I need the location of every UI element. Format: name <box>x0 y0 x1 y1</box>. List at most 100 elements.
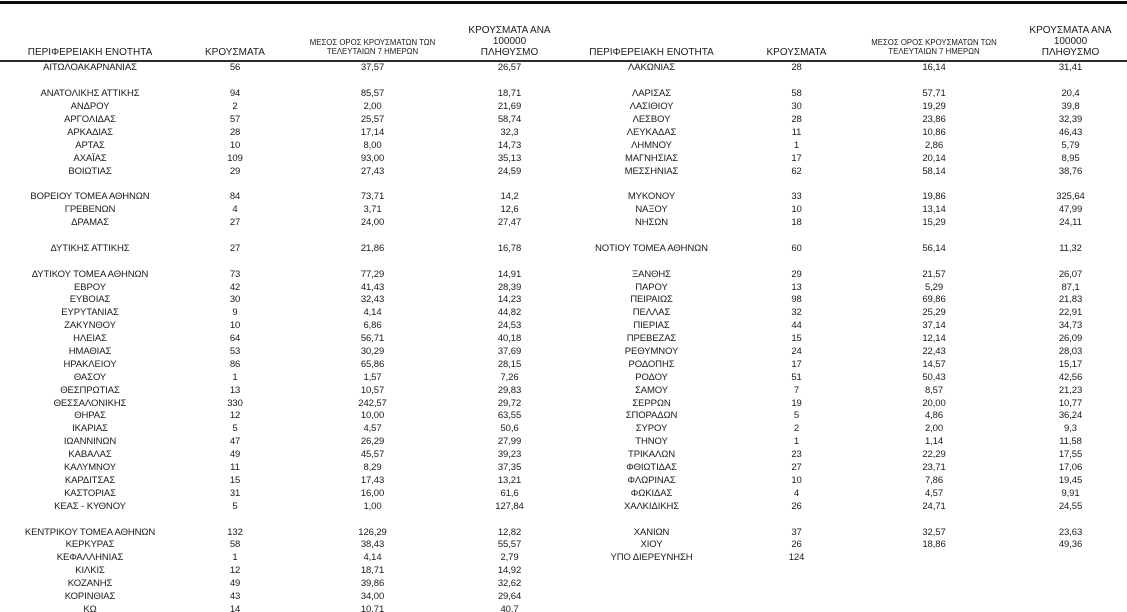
column-header-avg7: ΜΕΣΟΣ ΟΡΟΣ ΚΡΟΥΣΜΑΤΩΝ ΤΩΝ ΤΕΛΕΥΤΑΙΩΝ 7 Η… <box>854 4 1014 62</box>
cases-cell <box>739 178 854 191</box>
cases-cell <box>180 75 290 88</box>
table-row: ΚΟΡΙΝΘΙΑΣ 43 34,00 29,64 <box>0 591 564 604</box>
cases-cell: 49 <box>229 578 241 590</box>
per100k-cell: 14,92 <box>497 565 522 577</box>
per100k-cell: 24,11 <box>1059 217 1082 229</box>
avg7-cell <box>854 578 1014 591</box>
avg7-cell: 5,29 <box>924 281 944 293</box>
avg7-cell: 1,57 <box>363 371 382 383</box>
table-row: ΜΥΚΟΝΟΥ 33 19,86 325,64 <box>564 191 1127 204</box>
avg7-cell: 73,71 <box>360 191 385 203</box>
cases-cell: 30 <box>791 101 802 113</box>
regions-table-left: ΠΕΡΙΦΕΡΕΙΑΚΗ ΕΝΟΤΗΤΑ ΚΡΟΥΣΜΑΤΑ ΜΕΣΟΣ ΟΡΟ… <box>0 4 564 612</box>
cases-cell: 5 <box>232 500 238 512</box>
cases-cell: 27 <box>229 217 241 229</box>
region-cell: ΝΗΣΩΝ <box>634 217 669 229</box>
per100k-cell: 36,24 <box>1058 410 1083 422</box>
table-row: ΚΙΛΚΙΣ 12 18,71 14,92 <box>0 565 564 578</box>
avg7-cell: 93,00 <box>360 152 385 164</box>
table-row: ΜΑΓΝΗΣΙΑΣ 17 20,14 8,95 <box>564 152 1127 165</box>
column-header-avg7: ΜΕΣΟΣ ΟΡΟΣ ΚΡΟΥΣΜΑΤΩΝ ΤΩΝ ΤΕΛΕΥΤΑΙΩΝ 7 Η… <box>290 4 455 62</box>
region-cell <box>0 513 180 526</box>
avg7-cell: 2,86 <box>924 139 944 151</box>
table-row: ΡΕΘΥΜΝΟΥ 24 22,43 28,03 <box>564 346 1127 359</box>
avg7-cell <box>854 591 1014 604</box>
table-row: ΛΕΣΒΟΥ 28 23,86 32,39 <box>564 114 1127 127</box>
per100k-cell <box>1014 552 1127 565</box>
cases-cell: 43 <box>229 590 241 602</box>
cases-cell: 2 <box>232 101 238 113</box>
avg7-cell: 10,57 <box>360 384 385 396</box>
table-row: ΚΕΡΚΥΡΑΣ 58 38,43 55,57 <box>0 539 564 552</box>
table-row: ΛΕΥΚΑΔΑΣ 11 10,86 46,43 <box>564 126 1127 139</box>
cases-cell: 37 <box>791 526 802 538</box>
table-row: ΝΑΞΟΥ 10 13,14 47,99 <box>564 204 1127 217</box>
avg7-cell: 26,29 <box>360 436 385 448</box>
table-row: ΣΕΡΡΩΝ 19 20,00 10,77 <box>564 397 1127 410</box>
avg7-cell: 13,14 <box>922 204 946 216</box>
cases-cell: 84 <box>229 191 241 203</box>
per100k-cell: 28,03 <box>1058 346 1083 358</box>
avg7-cell: 21,57 <box>922 268 946 280</box>
cases-cell: 62 <box>791 165 802 177</box>
region-cell: ΝΟΤΙΟΥ ΤΟΜΕΑ ΑΘΗΝΩΝ <box>595 242 708 254</box>
avg7-cell: 27,43 <box>360 165 385 177</box>
per100k-cell: 5,79 <box>1061 139 1080 151</box>
cases-cell: 27 <box>229 242 241 254</box>
region-cell: ΔΥΤΙΚΗΣ ΑΤΤΙΚΗΣ <box>50 242 130 254</box>
per100k-cell: 12,6 <box>500 204 519 216</box>
avg7-cell: 85,57 <box>360 88 385 100</box>
avg7-cell: 17,14 <box>360 126 385 138</box>
avg7-cell: 8,00 <box>363 139 382 151</box>
table-row: ΑΝΔΡΟΥ 2 2,00 21,69 <box>0 101 564 114</box>
avg7-cell: 2,00 <box>363 101 382 113</box>
per100k-cell: 37,69 <box>497 346 522 358</box>
region-cell: ΣΠΟΡΑΔΩΝ <box>625 410 678 422</box>
table-row: ΓΡΕΒΕΝΩΝ 4 3,71 12,6 <box>0 204 564 217</box>
region-cell <box>564 578 739 591</box>
table-row: ΚΟΖΑΝΗΣ 49 39,86 32,62 <box>0 578 564 591</box>
cases-cell: 2 <box>793 423 800 435</box>
cases-cell: 15 <box>229 474 241 486</box>
per100k-cell <box>1014 578 1127 591</box>
table-row: ΔΡΑΜΑΣ 27 24,00 27,47 <box>0 217 564 230</box>
avg7-cell: 24,00 <box>360 217 385 229</box>
cases-cell: 19 <box>791 397 802 409</box>
cases-cell: 26 <box>791 539 802 551</box>
table-row: ΘΕΣΣΑΛΟΝΙΚΗΣ 330 242,57 29,72 <box>0 397 564 410</box>
region-cell: ΠΕΙΡΑΙΩΣ <box>630 294 673 306</box>
per100k-cell: 39,8 <box>1061 101 1080 113</box>
table-row: ΚΑΛΥΜΝΟΥ 11 8,29 37,35 <box>0 462 564 475</box>
avg7-cell: 32,57 <box>922 526 946 538</box>
table-row: ΘΗΡΑΣ 12 10,00 63,55 <box>0 410 564 423</box>
avg7-cell <box>854 178 1014 191</box>
table-row: ΑΡΚΑΔΙΑΣ 28 17,14 32,3 <box>0 126 564 139</box>
cases-cell: 33 <box>791 191 802 203</box>
per100k-cell: 17,55 <box>1058 449 1083 461</box>
region-cell: ΚΑΛΥΜΝΟΥ <box>63 462 117 474</box>
avg7-cell: 4,14 <box>363 552 382 564</box>
per100k-cell: 325,64 <box>1056 191 1085 203</box>
spacer-row <box>564 230 1127 243</box>
column-header-avg7-line1: ΜΕΣΟΣ ΟΡΟΣ ΚΡΟΥΣΜΑΤΩΝ ΤΩΝ <box>871 38 997 47</box>
column-header-per100k: ΚΡΟΥΣΜΑΤΑ ΑΝΑ 100000 ΠΛΗΘΥΣΜΟ <box>455 4 564 62</box>
table-row: ΘΑΣΟΥ 1 1,57 7,26 <box>0 371 564 384</box>
table-row: ΠΑΡΟΥ 13 5,29 87,1 <box>564 281 1127 294</box>
cases-cell: 27 <box>791 462 802 474</box>
per100k-cell: 29,64 <box>497 590 522 602</box>
table-row: ΧΑΛΚΙΔΙΚΗΣ 26 24,71 24,55 <box>564 500 1127 513</box>
region-cell: ΡΕΘΥΜΝΟΥ <box>624 346 679 358</box>
region-cell: ΥΠΟ ΔΙΕΡΕΥΝΗΣΗ <box>610 552 693 564</box>
region-cell: ΠΕΛΛΑΣ <box>632 307 671 319</box>
avg7-cell: 45,57 <box>360 449 385 461</box>
cases-cell: 10 <box>791 204 802 216</box>
table-row: ΑΡΓΟΛΙΔΑΣ 57 25,57 58,74 <box>0 114 564 127</box>
region-cell <box>564 75 739 88</box>
table-row: ΥΠΟ ΔΙΕΡΕΥΝΗΣΗ 124 <box>564 552 1127 565</box>
region-cell: ΛΑΚΩΝΙΑΣ <box>627 62 676 74</box>
avg7-cell: 56,14 <box>922 242 946 254</box>
per100k-cell: 16,78 <box>497 242 522 254</box>
per100k-cell: 32,39 <box>1058 114 1083 125</box>
cases-cell: 58 <box>791 88 802 100</box>
cases-cell: 4 <box>232 204 238 216</box>
